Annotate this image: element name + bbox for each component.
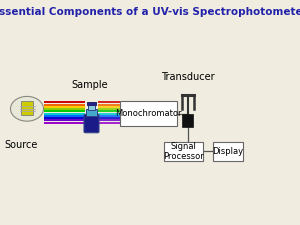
- FancyBboxPatch shape: [164, 142, 202, 161]
- FancyBboxPatch shape: [182, 114, 193, 127]
- Text: Essential Components of a UV-vis Spectrophotometer: Essential Components of a UV-vis Spectro…: [0, 7, 300, 17]
- Text: Sample: Sample: [72, 80, 108, 90]
- FancyBboxPatch shape: [213, 142, 243, 161]
- Text: Source: Source: [4, 140, 38, 149]
- FancyBboxPatch shape: [84, 115, 99, 133]
- FancyBboxPatch shape: [120, 101, 177, 126]
- FancyBboxPatch shape: [86, 109, 97, 116]
- Text: Signal
Processor: Signal Processor: [163, 142, 203, 161]
- Text: Transducer: Transducer: [161, 72, 214, 82]
- FancyBboxPatch shape: [88, 104, 95, 110]
- Circle shape: [11, 97, 43, 121]
- FancyBboxPatch shape: [21, 101, 33, 115]
- Text: Display: Display: [212, 147, 244, 156]
- FancyBboxPatch shape: [87, 102, 96, 105]
- Text: Monochromator: Monochromator: [115, 109, 182, 118]
